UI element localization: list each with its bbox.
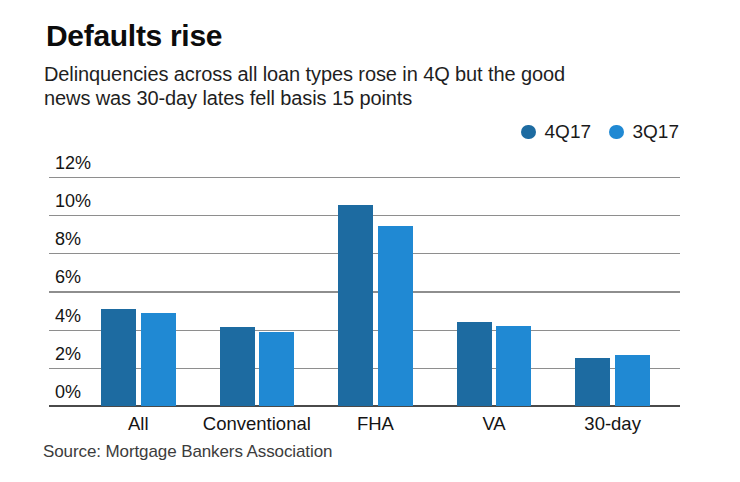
legend-item-3q17: 3Q17: [609, 121, 679, 143]
chart-subtitle-line2: news was 30-day lates fell basis 15 poin…: [44, 87, 565, 111]
legend-dot-4q17: [521, 125, 536, 140]
bar-4q17-conventional: [220, 327, 255, 406]
bar-3q17-fha: [378, 226, 413, 406]
chart-figure: Defaults rise Delinquencies across all l…: [0, 0, 740, 482]
legend-item-4q17: 4Q17: [521, 121, 591, 143]
legend-dot-3q17: [609, 125, 624, 140]
chart-subtitle-line1: Delinquencies across all loan types rose…: [44, 63, 565, 87]
bar-4q17-all: [101, 309, 136, 406]
y-tick-label-10pct: 10%: [55, 191, 125, 212]
y-tick-label-8pct: 8%: [55, 229, 125, 250]
source-attribution: Source: Mortgage Bankers Association: [43, 442, 332, 462]
bar-4q17-30-day: [575, 358, 610, 406]
y-tick-label-6pct: 6%: [55, 267, 125, 288]
bar-4q17-va: [457, 322, 492, 406]
x-category-label-30-day: 30-day: [543, 413, 683, 435]
chart-subtitle: Delinquencies across all loan types rose…: [44, 63, 565, 110]
legend-label-4q17: 4Q17: [545, 121, 591, 143]
bar-3q17-va: [496, 326, 531, 406]
bar-3q17-conventional: [259, 332, 294, 406]
chart-title: Defaults rise: [46, 19, 222, 53]
gridline-12pct: [49, 177, 680, 178]
legend-label-3q17: 3Q17: [633, 121, 679, 143]
bar-3q17-30-day: [615, 355, 650, 406]
chart-legend: 4Q17 3Q17: [521, 121, 679, 143]
bar-3q17-all: [141, 313, 176, 406]
y-tick-label-12pct: 12%: [55, 153, 125, 174]
bar-4q17-fha: [338, 205, 373, 406]
